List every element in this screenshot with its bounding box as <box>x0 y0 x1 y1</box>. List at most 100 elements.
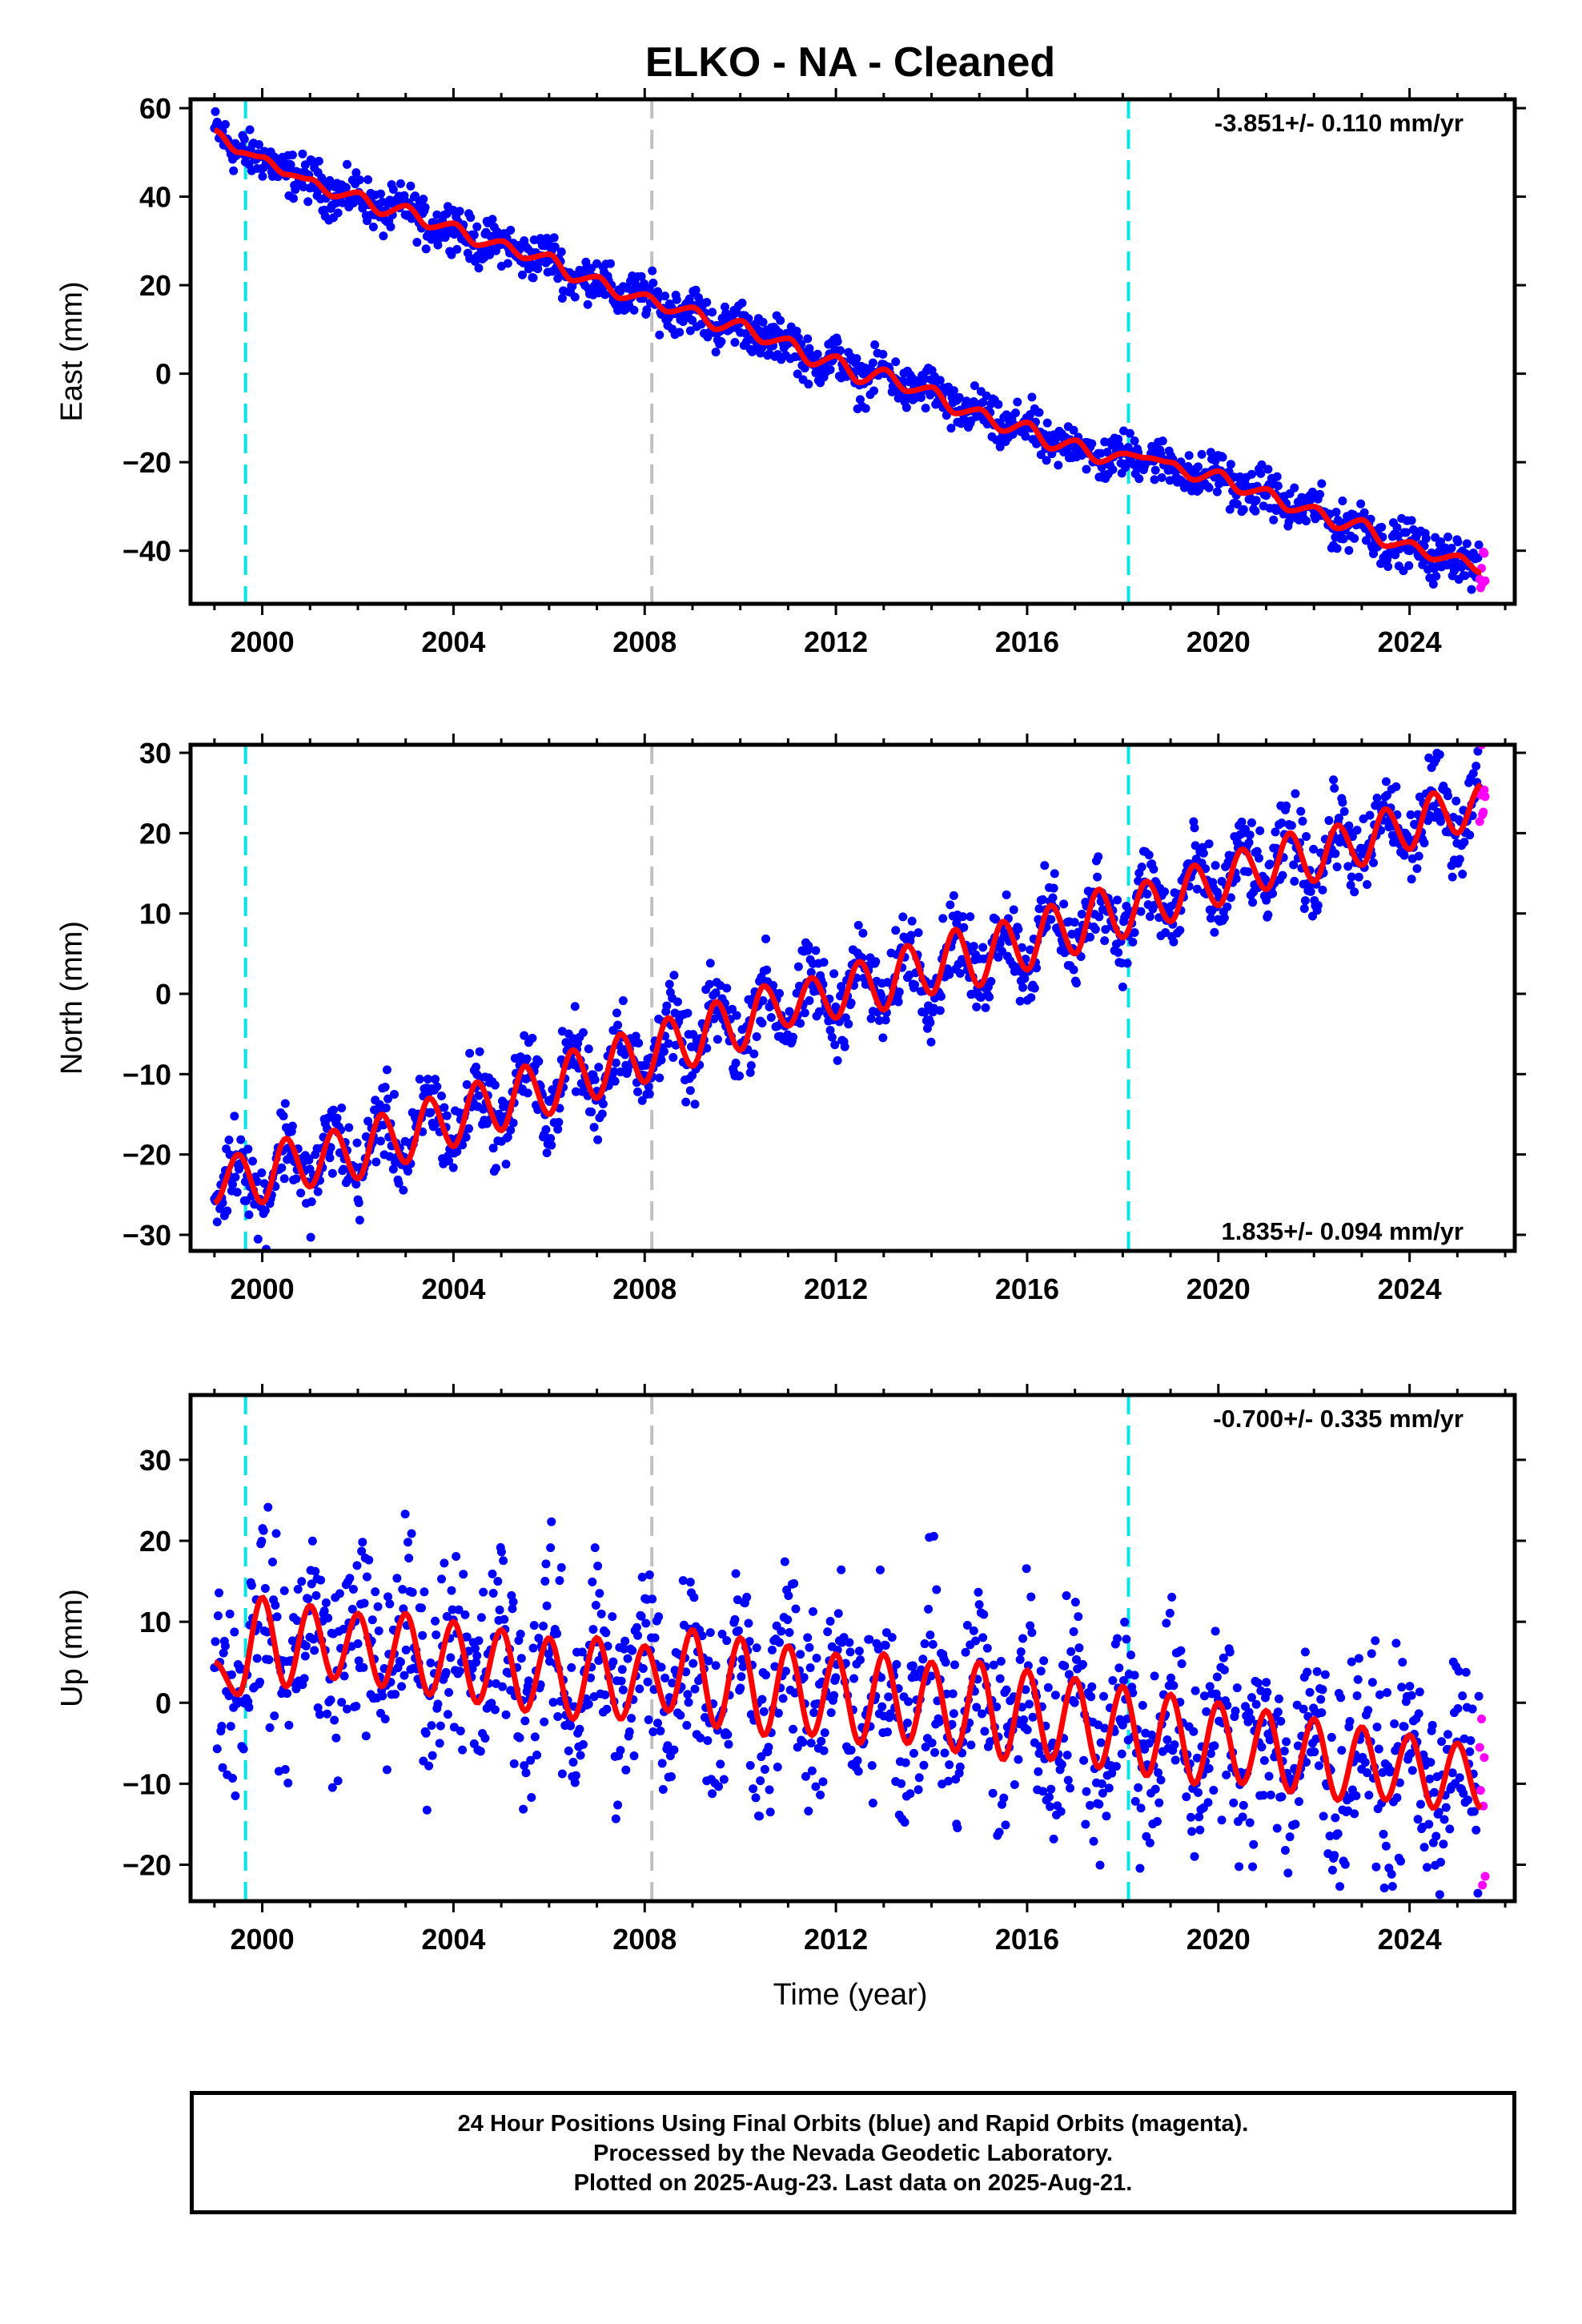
final-point <box>492 1164 501 1173</box>
final-point <box>1259 1791 1268 1800</box>
final-point <box>448 1605 457 1614</box>
final-point <box>952 919 962 928</box>
final-point <box>1176 1646 1186 1655</box>
final-point <box>966 1740 976 1750</box>
final-point <box>845 1647 855 1657</box>
final-point <box>1149 864 1158 874</box>
final-point <box>469 230 479 239</box>
final-point <box>1368 549 1378 558</box>
final-point <box>717 336 726 346</box>
final-point <box>910 980 920 990</box>
final-point <box>995 1674 1005 1683</box>
final-point <box>1415 1799 1425 1809</box>
final-point <box>422 1805 432 1815</box>
final-point <box>881 1641 890 1651</box>
final-point <box>606 259 616 268</box>
final-point <box>755 1811 765 1821</box>
final-point <box>1118 982 1127 991</box>
final-point <box>773 1708 783 1718</box>
final-point <box>1077 909 1086 919</box>
final-point <box>621 1765 631 1775</box>
final-point <box>827 1032 837 1042</box>
final-point <box>926 1671 936 1681</box>
final-point <box>1395 1778 1404 1787</box>
final-point <box>1247 818 1256 827</box>
final-point <box>1378 1767 1387 1777</box>
final-point <box>758 995 768 1005</box>
final-point <box>803 1633 813 1642</box>
final-point <box>287 1636 297 1646</box>
final-point <box>303 197 313 207</box>
final-point <box>355 1216 364 1225</box>
final-point <box>354 1198 363 1208</box>
final-point <box>1298 816 1307 826</box>
final-point <box>488 1588 498 1598</box>
rapid-point <box>1480 1872 1490 1881</box>
final-point <box>669 1745 679 1755</box>
final-point <box>1473 746 1483 756</box>
final-point <box>1122 1634 1131 1644</box>
final-point <box>873 1644 883 1654</box>
final-point <box>1050 869 1059 879</box>
final-point <box>1154 1798 1164 1807</box>
final-point <box>806 1739 816 1748</box>
final-point <box>1425 1774 1435 1783</box>
final-point <box>1026 993 1036 1003</box>
final-point <box>426 1658 436 1667</box>
final-point <box>1190 823 1199 833</box>
final-point <box>287 1121 297 1131</box>
final-point <box>1212 487 1222 497</box>
final-point <box>1069 965 1078 975</box>
final-point <box>1278 870 1287 880</box>
final-point <box>1039 1656 1049 1666</box>
final-point <box>1122 959 1132 968</box>
final-point <box>1135 1864 1145 1873</box>
final-point <box>1199 848 1208 858</box>
final-point <box>684 1698 693 1707</box>
final-point <box>1404 561 1414 570</box>
final-point <box>989 1660 998 1670</box>
final-point <box>421 1728 431 1738</box>
x-tick-label: 2000 <box>231 1273 295 1305</box>
final-point <box>1266 1790 1275 1799</box>
final-point <box>1399 1722 1409 1731</box>
final-point <box>523 1088 532 1098</box>
final-point <box>1453 1703 1463 1713</box>
final-point <box>1334 813 1343 822</box>
final-point <box>708 1789 717 1799</box>
final-point <box>291 1684 301 1694</box>
final-point <box>220 1641 230 1651</box>
final-point <box>501 1710 511 1719</box>
final-point <box>291 1174 301 1184</box>
final-point <box>358 1538 367 1547</box>
final-point <box>440 1558 449 1568</box>
final-point <box>1352 826 1362 835</box>
final-point <box>1138 1700 1147 1710</box>
final-point <box>231 1172 240 1182</box>
final-point <box>962 1620 972 1630</box>
final-point <box>1211 1626 1220 1636</box>
final-point <box>1315 489 1325 499</box>
final-point <box>826 1708 836 1718</box>
final-point <box>368 222 378 231</box>
final-point <box>1030 983 1039 993</box>
final-point <box>1027 392 1037 402</box>
final-point <box>1152 1817 1162 1827</box>
final-point <box>313 1187 323 1196</box>
final-point <box>1063 1775 1073 1785</box>
final-point <box>247 1581 256 1590</box>
final-point <box>752 1643 761 1653</box>
final-point <box>385 1599 395 1609</box>
final-point <box>1316 1695 1326 1704</box>
final-point <box>613 1800 623 1810</box>
final-point <box>1391 782 1401 791</box>
final-point <box>508 1604 517 1614</box>
final-point <box>918 1655 928 1664</box>
final-point <box>796 1650 805 1659</box>
final-point <box>293 1584 303 1594</box>
final-point <box>1375 1690 1384 1699</box>
final-point <box>920 374 930 384</box>
final-point <box>225 1609 235 1618</box>
final-point <box>522 1054 532 1063</box>
final-point <box>713 1035 722 1044</box>
